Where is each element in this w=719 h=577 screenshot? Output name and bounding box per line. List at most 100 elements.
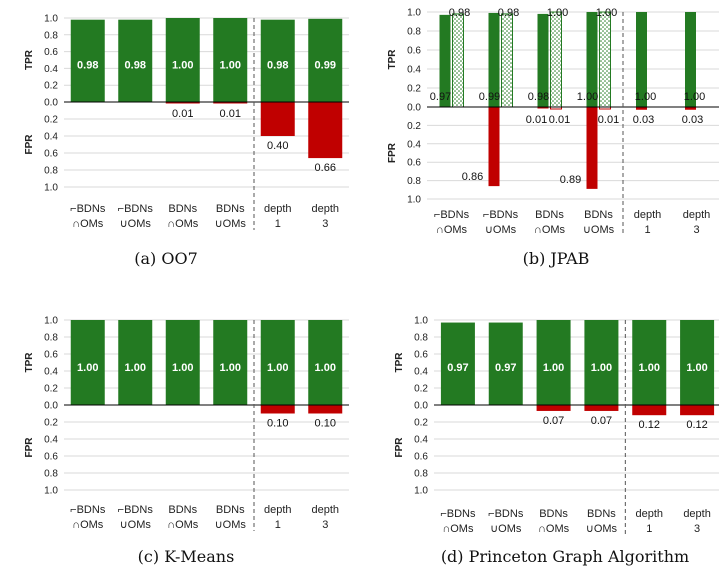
y-axis-label-tpr: TPR [24,352,35,373]
category-label: depth [264,203,292,215]
y-tick-label: 0.6 [414,452,428,463]
y-tick-label: 0.4 [44,64,58,75]
y-tick-label: 1.0 [44,316,58,327]
figure-caption: (c) K-Means [138,547,235,566]
category-label: 1 [275,218,281,230]
category-label: 1 [644,224,650,236]
category-label: ∪OMs [485,224,517,236]
tpr-bar [308,320,343,405]
category-label: ∪OMs [215,519,247,531]
category-label: ⌐BDNs [70,203,106,215]
tpr-value-label: 0.98 [267,59,288,71]
fpr-bar [586,107,598,189]
tpr-hatched-value-label: 0.98 [449,7,470,19]
fpr-bar [680,405,715,416]
y-axis-label-fpr: FPR [24,134,35,155]
y-tick-label: 0.2 [414,418,428,429]
y-tick-label: 0.4 [414,367,428,378]
fpr-value-label: 0.07 [591,415,612,427]
y-tick-label: 1.0 [414,316,428,327]
y-tick-label: 0.2 [44,418,58,429]
chart-panel-princeton: 1.0 0.8 0.6 0.4 0.2 0.0 0.2 0.4 0.6 0.8 1.0 TPR FPR 0… [394,316,719,566]
category-label: ∪OMs [586,523,618,535]
tpr-hatched-value-label: 0.98 [498,7,519,19]
tpr-value-label: 0.98 [125,59,146,71]
tpr-bar [118,320,153,405]
category-label: depth [683,508,711,520]
fpr-value-label: 0.10 [267,418,288,430]
tpr-bar [260,320,295,405]
tpr-bar [70,19,105,102]
category-label: BDNs [587,508,616,520]
category-label: 1 [275,519,281,531]
fpr-bar [536,405,571,411]
category-label: ∩OMs [72,218,104,230]
category-label: BDNs [216,203,245,215]
fpr-hatched-value-label: 0.01 [549,114,570,126]
y-tick-label: 0.4 [407,65,421,76]
category-label: ∪OMs [490,523,522,535]
tpr-value-label: 1.00 [315,362,336,374]
y-axis-label-fpr: FPR [387,142,398,163]
tpr-bar [537,13,549,107]
y-tick-label: 0.8 [407,27,421,38]
category-label: ∪OMs [215,218,247,230]
category-label: depth [311,504,339,516]
y-tick-label: 0.2 [44,81,58,92]
fpr-value-label: 0.66 [315,162,336,174]
tpr-bar [488,322,523,405]
tpr-bar [439,14,451,108]
category-label: BDNs [535,209,564,221]
category-label: ⌐BDNs [118,504,154,516]
tpr-value-label: 1.00 [577,91,598,103]
tpr-bar [680,320,715,405]
y-tick-label: 0.6 [44,452,58,463]
y-tick-label: 0.8 [414,469,428,480]
figure-caption: (a) OO7 [134,249,198,268]
category-label: BDNs [584,209,613,221]
category-label: ⌐BDNs [440,508,476,520]
fpr-value-label: 0.03 [682,114,703,126]
category-label: ⌐BDNs [483,209,519,221]
tpr-bar [308,18,343,103]
category-label: BDNs [216,504,245,516]
y-tick-label: 0.6 [44,350,58,361]
fpr-value-label: 0.10 [315,418,336,430]
tpr-bar [536,320,571,405]
tpr-value-label: 0.97 [430,91,451,103]
category-label: ∪OMs [120,218,152,230]
category-label: 3 [322,218,328,230]
fpr-bar [260,405,295,414]
category-label: ∪OMs [583,224,615,236]
y-tick-label: 1.0 [414,486,428,497]
tpr-bar [213,320,248,405]
y-tick-label: 0.2 [407,121,421,132]
y-tick-label: 1.0 [407,8,421,19]
y-tick-label: 1.0 [407,195,421,206]
tpr-bar [165,18,200,102]
y-tick-label: 0.8 [44,469,58,480]
fpr-value-label: 0.12 [686,419,707,431]
tpr-value-label: 1.00 [77,362,98,374]
y-tick-label: 0.8 [414,333,428,344]
y-tick-label: 0.4 [414,435,428,446]
y-tick-label: 0.8 [407,176,421,187]
fpr-bar [636,107,647,110]
chart-panel-oo7: 1.0 0.8 0.6 0.4 0.2 0.0 0.2 0.4 0.6 0.8 1.0 TPR FPR 0… [24,14,349,268]
category-label: depth [634,209,662,221]
category-label: ⌐BDNs [488,508,524,520]
fpr-value-label: 0.01 [172,108,193,120]
tpr-value-label: 1.00 [635,91,656,103]
category-label: 1 [646,523,652,535]
category-label: BDNs [168,203,197,215]
tpr-hatched-value-label: 1.00 [547,7,568,19]
y-axis-label-tpr: TPR [394,352,405,373]
tpr-bar [260,19,295,102]
y-tick-label: 0.6 [407,158,421,169]
y-tick-label: 0.6 [414,350,428,361]
tpr-value-label: 1.00 [543,362,564,374]
category-label: 3 [694,523,700,535]
tpr-value-label: 1.00 [639,362,660,374]
y-tick-label: 0.0 [414,401,428,412]
tpr-bar [685,12,696,107]
